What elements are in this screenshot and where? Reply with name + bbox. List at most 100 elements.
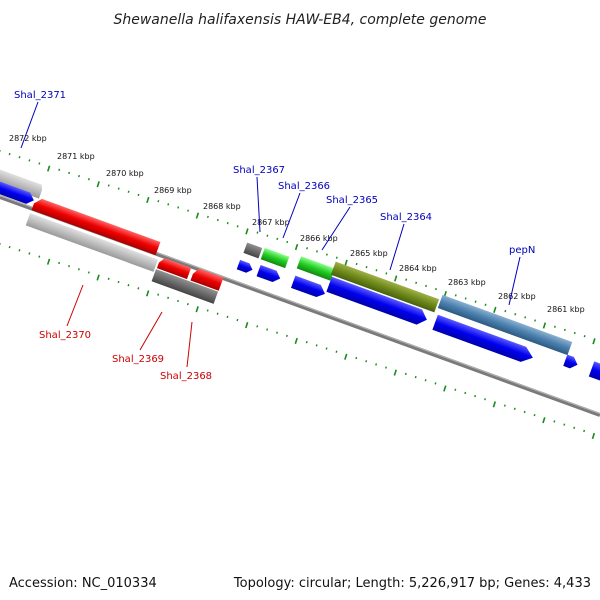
gene-blue-mid-2[interactable] <box>326 276 429 328</box>
major-tick <box>344 259 348 266</box>
minor-tick <box>266 328 269 331</box>
major-tick <box>542 417 546 424</box>
minor-tick <box>484 303 487 306</box>
gene-blue-left[interactable] <box>0 178 36 206</box>
label-shal-2368[interactable]: Shal_2368 <box>160 371 212 382</box>
major-tick <box>493 306 497 313</box>
minor-tick <box>514 313 517 316</box>
gene-shal-2368[interactable] <box>190 267 224 291</box>
minor-tick <box>157 293 160 296</box>
genome-title: Shewanella halifaxensis HAW-EB4, complet… <box>113 12 486 28</box>
minor-tick <box>285 334 288 338</box>
minor-tick <box>256 325 259 328</box>
major-tick <box>591 432 596 440</box>
minor-tick <box>127 283 130 287</box>
gene-shal-2365[interactable] <box>296 256 335 281</box>
gene-shal-2364[interactable] <box>330 261 440 313</box>
minor-tick <box>316 250 318 253</box>
leader-shal-2366 <box>282 192 301 239</box>
gene-shal-2366[interactable] <box>260 247 290 269</box>
minor-tick <box>306 247 309 250</box>
gene-shal-2371[interactable] <box>0 167 44 199</box>
minor-tick <box>474 394 477 398</box>
major-tick <box>443 385 447 392</box>
label-shal-2365[interactable]: Shal_2365 <box>326 195 378 206</box>
minor-tick <box>434 382 437 385</box>
minor-tick <box>87 178 90 181</box>
minor-tick <box>167 203 170 206</box>
minor-tick <box>355 356 358 360</box>
minor-tick <box>236 318 239 322</box>
minor-tick <box>454 294 457 297</box>
accession-text: Accession: NC_010334 <box>9 576 157 591</box>
ruler-label-2864: 2864 kbp <box>399 264 437 273</box>
major-tick <box>344 353 348 360</box>
minor-tick <box>137 287 140 290</box>
minor-tick <box>325 253 328 256</box>
minor-tick <box>464 297 467 300</box>
minor-tick <box>503 404 506 407</box>
major-tick <box>96 274 100 281</box>
leader-shal-2369 <box>139 311 163 351</box>
minor-tick <box>127 190 130 193</box>
minor-tick <box>504 309 507 313</box>
minor-tick <box>365 360 368 363</box>
minor-tick <box>573 426 576 429</box>
gene-blue-right-3[interactable] <box>588 361 600 385</box>
minor-tick <box>276 331 279 334</box>
minor-tick <box>325 347 328 350</box>
gene-shal-2367[interactable] <box>243 242 263 259</box>
gene-shal-2370[interactable] <box>25 213 158 272</box>
forward-gene-labels: Shal_2371 Shal_2367 Shal_2366 Shal_2365 … <box>14 90 535 306</box>
gene-red-long[interactable] <box>31 197 161 256</box>
leader-shal-2371 <box>20 101 39 149</box>
minor-tick <box>524 316 527 319</box>
major-tick <box>145 290 150 297</box>
gene-blue-mid-1[interactable] <box>290 275 327 300</box>
minor-tick <box>474 300 477 303</box>
gene-red-short-1[interactable] <box>156 257 192 280</box>
minor-tick <box>117 280 120 284</box>
map-track-group: 2872 kbp 2871 kbp 2870 kbp 2869 kbp 2868… <box>0 134 600 440</box>
minor-tick <box>513 407 516 410</box>
label-shal-2364[interactable]: Shal_2364 <box>380 212 432 223</box>
label-shal-2369[interactable]: Shal_2369 <box>112 354 164 365</box>
minor-tick <box>553 325 556 328</box>
minor-tick <box>375 269 378 272</box>
reverse-gene-labels: Shal_2370 Shal_2369 Shal_2368 <box>39 284 212 382</box>
ruler-label-2865: 2865 kbp <box>350 249 388 258</box>
major-tick <box>542 322 547 329</box>
gene-small-blue-2[interactable] <box>256 264 283 284</box>
gene-pepn[interactable] <box>437 294 573 356</box>
label-shal-2367[interactable]: Shal_2367 <box>233 165 285 176</box>
minor-tick <box>425 284 428 288</box>
leader-pepn <box>508 256 521 306</box>
label-pepn[interactable]: pepN <box>509 245 535 256</box>
gene-small-blue-1[interactable] <box>236 259 255 275</box>
major-tick <box>294 337 298 345</box>
minor-tick <box>573 331 576 335</box>
minor-tick <box>28 252 31 255</box>
minor-tick <box>563 328 566 332</box>
minor-tick <box>266 234 269 237</box>
minor-tick <box>523 410 526 414</box>
major-tick <box>46 258 51 265</box>
ruler-label-2866: 2866 kbp <box>300 234 338 243</box>
gene-shal-2369[interactable] <box>151 269 219 304</box>
minor-tick <box>276 237 279 241</box>
label-shal-2366[interactable]: Shal_2366 <box>278 181 330 192</box>
gene-blue-right-1[interactable] <box>432 314 535 366</box>
minor-tick <box>405 278 408 281</box>
minor-tick <box>226 315 229 319</box>
minor-tick <box>117 187 120 190</box>
minor-tick <box>335 256 338 259</box>
minor-tick <box>385 272 388 275</box>
minor-tick <box>38 162 41 165</box>
label-shal-2370[interactable]: Shal_2370 <box>39 330 91 341</box>
major-tick <box>96 181 100 188</box>
minor-tick <box>226 222 229 225</box>
gene-blue-right-2[interactable] <box>563 354 579 371</box>
label-shal-2371[interactable]: Shal_2371 <box>14 90 66 101</box>
major-tick <box>146 196 150 204</box>
